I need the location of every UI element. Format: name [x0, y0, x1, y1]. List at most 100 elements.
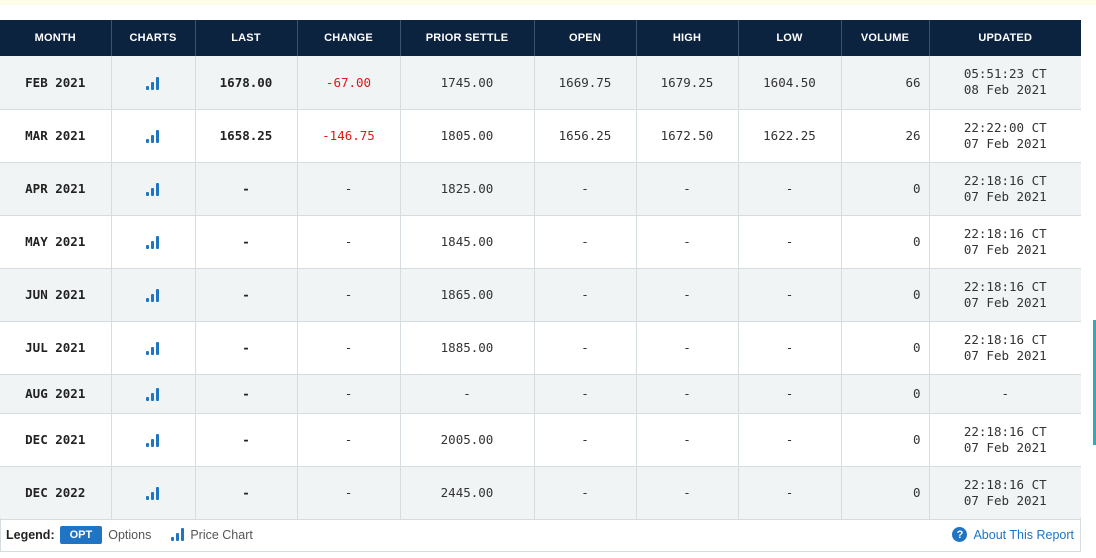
question-circle-icon: ?: [952, 527, 968, 542]
table-row: MAR 2021 1658.25 -146.75 1805.00 1656.25…: [0, 109, 1081, 163]
cell-high: -: [636, 162, 739, 216]
cell-open: -: [534, 466, 637, 520]
cell-low: -: [738, 162, 842, 216]
table-row: MAY 2021 - - 1845.00 - - - 0 22:18:16 CT…: [0, 215, 1081, 269]
updated-date: 07 Feb 2021: [963, 439, 1047, 455]
cell-volume: 0: [841, 268, 930, 322]
cell-low: -: [738, 321, 842, 375]
cell-change: -146.75: [297, 109, 401, 163]
bar-chart-icon[interactable]: [146, 434, 160, 447]
cell-updated: 22:18:16 CT 07 Feb 2021: [929, 413, 1081, 467]
cell-low: -: [738, 374, 842, 414]
bar-chart-icon[interactable]: [146, 388, 160, 401]
cell-last: -: [195, 268, 298, 322]
cell-high: -: [636, 413, 739, 467]
cell-last: 1658.25: [195, 109, 298, 163]
updated-date: 07 Feb 2021: [963, 347, 1047, 363]
header-volume[interactable]: VOLUME: [841, 20, 930, 56]
updated-time: 22:18:16 CT: [963, 476, 1047, 492]
cell-last: -: [195, 466, 298, 520]
right-accent-bar: [1093, 320, 1096, 445]
bar-chart-icon[interactable]: [146, 76, 160, 90]
bar-chart-icon[interactable]: [146, 342, 160, 355]
header-row: MONTH CHARTS LAST CHANGE PRIOR SETTLE OP…: [0, 20, 1081, 56]
cell-prior-settle: 1745.00: [400, 56, 535, 110]
cell-high: 1679.25: [636, 56, 739, 110]
cell-high: -: [636, 268, 739, 322]
updated-time: 22:18:16 CT: [963, 172, 1047, 188]
updated-time: -: [1001, 385, 1010, 401]
cell-month: JUN 2021: [0, 268, 112, 322]
legend-price-chart-text: Price Chart: [190, 527, 253, 542]
bar-chart-icon[interactable]: [146, 183, 160, 196]
cell-prior-settle: 1865.00: [400, 268, 535, 322]
top-strip: [0, 0, 1096, 5]
header-last[interactable]: LAST: [195, 20, 298, 56]
bar-chart-icon[interactable]: [146, 236, 160, 249]
cell-charts: [111, 413, 196, 467]
cell-updated: 22:18:16 CT 07 Feb 2021: [929, 268, 1081, 322]
cell-month: JUL 2021: [0, 321, 112, 375]
bar-chart-icon[interactable]: [146, 487, 160, 500]
cell-open: -: [534, 162, 637, 216]
updated-time: 22:18:16 CT: [963, 331, 1047, 347]
cell-open: -: [534, 374, 637, 414]
cell-high: -: [636, 466, 739, 520]
bar-chart-icon[interactable]: [146, 130, 160, 143]
cell-volume: 0: [841, 321, 930, 375]
legend-price-chart: Price Chart: [171, 528, 253, 542]
cell-updated: -: [929, 374, 1081, 414]
updated-date: 07 Feb 2021: [963, 135, 1047, 151]
header-prior-settle[interactable]: PRIOR SETTLE: [400, 20, 535, 56]
header-open[interactable]: OPEN: [534, 20, 637, 56]
cell-open: -: [534, 413, 637, 467]
cell-updated: 22:18:16 CT 07 Feb 2021: [929, 162, 1081, 216]
cell-low: -: [738, 466, 842, 520]
cell-change: -: [297, 466, 401, 520]
cell-updated: 22:18:16 CT 07 Feb 2021: [929, 321, 1081, 375]
cell-charts: [111, 321, 196, 375]
cell-high: -: [636, 321, 739, 375]
cell-change: -: [297, 413, 401, 467]
header-month[interactable]: MONTH: [0, 20, 112, 56]
updated-date: 07 Feb 2021: [963, 492, 1047, 508]
cell-change: -: [297, 268, 401, 322]
header-change[interactable]: CHANGE: [297, 20, 401, 56]
cell-updated: 22:18:16 CT 07 Feb 2021: [929, 215, 1081, 269]
cell-updated: 22:22:00 CT 07 Feb 2021: [929, 109, 1081, 163]
updated-time: 22:18:16 CT: [963, 278, 1047, 294]
cell-change: -: [297, 321, 401, 375]
updated-time: 22:18:16 CT: [963, 423, 1047, 439]
updated-date: 08 Feb 2021: [963, 82, 1047, 98]
updated-date: 07 Feb 2021: [963, 294, 1047, 310]
cell-prior-settle: 2005.00: [400, 413, 535, 467]
cell-change: -: [297, 374, 401, 414]
cell-last: -: [195, 374, 298, 414]
header-low[interactable]: LOW: [738, 20, 842, 56]
cell-prior-settle: 2445.00: [400, 466, 535, 520]
cell-change: -: [297, 162, 401, 216]
header-high[interactable]: HIGH: [636, 20, 739, 56]
cell-low: -: [738, 268, 842, 322]
bar-chart-icon[interactable]: [146, 289, 160, 302]
table-row: JUN 2021 - - 1865.00 - - - 0 22:18:16 CT…: [0, 268, 1081, 322]
cell-volume: 0: [841, 374, 930, 414]
cell-high: 1672.50: [636, 109, 739, 163]
cell-volume: 26: [841, 109, 930, 163]
updated-date: 07 Feb 2021: [963, 241, 1047, 257]
cell-month: DEC 2022: [0, 466, 112, 520]
cell-open: 1656.25: [534, 109, 637, 163]
table-row: DEC 2022 - - 2445.00 - - - 0 22:18:16 CT…: [0, 466, 1081, 520]
updated-date: 07 Feb 2021: [963, 188, 1047, 204]
header-updated[interactable]: UPDATED: [929, 20, 1081, 56]
about-report-link[interactable]: ? About This Report: [952, 527, 1074, 542]
bar-chart-icon: [171, 528, 185, 541]
table-row: AUG 2021 - - - - - - 0 -: [0, 374, 1081, 414]
updated-time: 22:18:16 CT: [963, 225, 1047, 241]
cell-low: 1622.25: [738, 109, 842, 163]
cell-open: -: [534, 268, 637, 322]
cell-prior-settle: 1845.00: [400, 215, 535, 269]
about-report-text: About This Report: [973, 527, 1074, 542]
cell-last: -: [195, 413, 298, 467]
cell-prior-settle: 1805.00: [400, 109, 535, 163]
